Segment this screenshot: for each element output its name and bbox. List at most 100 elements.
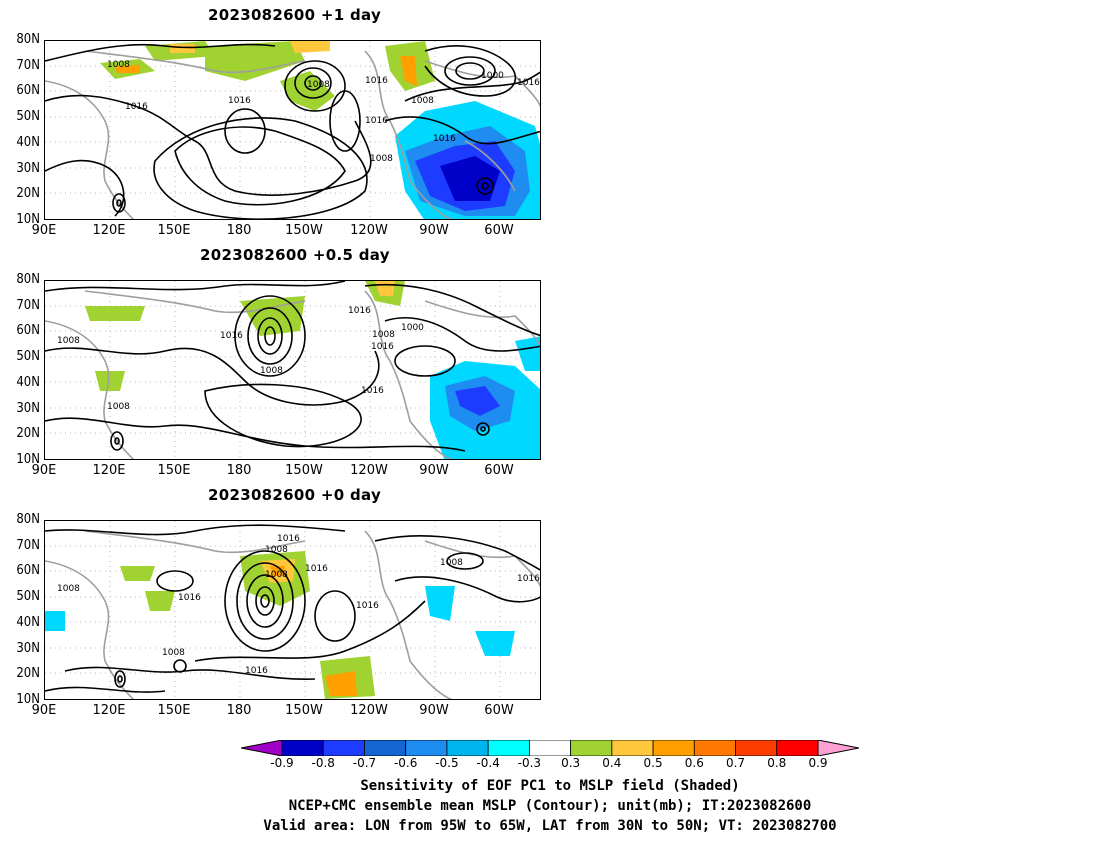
colorbar-swatch bbox=[611, 739, 654, 757]
lat-tick-label: 10N bbox=[16, 212, 40, 227]
map-panel-2: 1008 1016 1008 1016 1008 1000 1016 1016 … bbox=[44, 280, 541, 460]
contour-label: 1008 bbox=[260, 366, 283, 376]
lat-tick-label: 50N bbox=[16, 589, 40, 605]
contour-label: 1008 bbox=[57, 584, 80, 594]
lon-tick-label: 180 bbox=[226, 223, 252, 238]
colorbar-tick-label: -0.5 bbox=[435, 756, 459, 770]
contour-label: 1016 bbox=[220, 331, 243, 341]
lon-tick-label: 180 bbox=[226, 703, 252, 718]
colorbar-swatch bbox=[693, 739, 736, 757]
panel-title: 2023082600 +0.5 day bbox=[200, 246, 390, 264]
lon-tick-label: 150E bbox=[157, 703, 191, 718]
lon-tick-label: 150W bbox=[285, 223, 323, 238]
panel-title: 2023082600 +0 day bbox=[208, 486, 382, 504]
lat-tick-label: 10N bbox=[16, 692, 40, 707]
lat-tick-label: 40N bbox=[16, 374, 40, 390]
lat-tick-label: 20N bbox=[16, 666, 40, 682]
lat-tick-label: 70N bbox=[16, 297, 40, 313]
lon-tick-label: 90W bbox=[419, 223, 449, 238]
contour-label: 1008 bbox=[265, 570, 288, 580]
colorbar-swatch bbox=[364, 739, 407, 757]
contour-label: 1016 bbox=[371, 342, 394, 352]
lon-tick-label: 120W bbox=[350, 703, 388, 718]
colorbar-tick-label: -0.7 bbox=[352, 756, 377, 770]
colorbar-tick-label: -0.8 bbox=[311, 756, 335, 770]
lon-tick-label: 120W bbox=[350, 223, 388, 238]
lon-tick-label: 60W bbox=[484, 223, 514, 238]
colorbar-tick-label: 0.9 bbox=[808, 756, 828, 770]
colorbar-swatch bbox=[776, 739, 819, 757]
lat-tick-label: 50N bbox=[16, 109, 40, 125]
lat-tick-label: 30N bbox=[16, 640, 40, 656]
colorbar-swatch bbox=[570, 739, 613, 757]
lon-tick-label: 90E bbox=[31, 463, 57, 478]
colorbar-tick-label: 0.5 bbox=[643, 756, 663, 770]
contour-label: 1008 bbox=[411, 96, 434, 106]
mslp-contours bbox=[45, 43, 540, 219]
lon-tick-label: 90W bbox=[419, 703, 449, 718]
lon-tick-label: 90E bbox=[31, 223, 57, 238]
lon-tick-label: 150E bbox=[157, 463, 191, 478]
lon-tick-label: 180 bbox=[226, 463, 252, 478]
contour-label: 1016 bbox=[245, 666, 268, 676]
colorbar-tick-label: 0.8 bbox=[767, 756, 787, 770]
lat-tick-label: 80N bbox=[16, 32, 40, 47]
contour-label: 1016 bbox=[365, 116, 388, 126]
colorbar-tick-label: -0.6 bbox=[393, 756, 418, 770]
panel-title: 2023082600 +1 day bbox=[208, 6, 382, 24]
contour-label: 1016 bbox=[517, 574, 540, 584]
colorbar-swatch bbox=[322, 739, 365, 757]
colorbar-tick-label: 0.4 bbox=[602, 756, 622, 770]
contour-label: 1016 bbox=[305, 564, 328, 574]
contour-label: 1008 bbox=[372, 330, 395, 340]
colorbar-tick-label: 0.6 bbox=[684, 756, 704, 770]
lon-tick-label: 120W bbox=[350, 463, 388, 478]
contour-label: 1008 bbox=[440, 558, 463, 568]
colorbar-tick-label: 0.7 bbox=[725, 756, 746, 770]
contour-label: 1008 bbox=[265, 545, 288, 555]
lon-tick-label: 120E bbox=[92, 463, 126, 478]
contour-label: 1016 bbox=[178, 593, 201, 603]
lat-tick-label: 80N bbox=[16, 512, 40, 527]
contour-label: 1008 bbox=[162, 648, 185, 658]
lat-tick-label: 60N bbox=[16, 323, 40, 339]
lat-tick-label: 30N bbox=[16, 400, 40, 416]
map-plot: 1008 1016 1016 1008 1016 1008 1016 1008 … bbox=[45, 521, 540, 699]
contour-label: 1000 bbox=[481, 71, 504, 81]
lat-tick-label: 80N bbox=[16, 272, 40, 287]
contour-label: 1016 bbox=[361, 386, 384, 396]
contour-labels: 1008 1016 1016 1008 1016 1008 1000 1016 … bbox=[107, 60, 540, 164]
contour-label: 1008 bbox=[107, 402, 130, 412]
map-panel-3: 1008 1016 1016 1008 1016 1008 1016 1008 … bbox=[44, 520, 541, 700]
contour-label: 1016 bbox=[517, 78, 540, 88]
colorbar-swatch bbox=[446, 739, 489, 757]
contour-label: 1016 bbox=[228, 96, 251, 106]
map-panel-1: 1008 1016 1016 1008 1016 1008 1000 1016 … bbox=[44, 40, 541, 220]
lat-tick-label: 60N bbox=[16, 83, 40, 99]
lat-tick-label: 50N bbox=[16, 349, 40, 365]
sensitivity-shading bbox=[100, 41, 540, 219]
colorbar-swatch bbox=[487, 739, 530, 757]
colorbar-swatch bbox=[281, 739, 324, 757]
lat-tick-label: 70N bbox=[16, 537, 40, 553]
lon-tick-label: 150W bbox=[285, 703, 323, 718]
colorbar-tick-label: -0.4 bbox=[476, 756, 500, 770]
sensitivity-shading bbox=[85, 281, 540, 459]
contour-label: 1016 bbox=[277, 534, 300, 544]
contour-label: 1016 bbox=[433, 134, 456, 144]
mslp-contours bbox=[45, 281, 540, 452]
lon-tick-label: 120E bbox=[92, 223, 126, 238]
map-plot: 1008 1016 1008 1016 1008 1000 1016 1016 … bbox=[45, 281, 540, 459]
contour-label: 1008 bbox=[57, 336, 80, 346]
contour-label: 1008 bbox=[370, 154, 393, 164]
contour-labels: 1008 1016 1008 1016 1008 1000 1016 1016 … bbox=[57, 306, 424, 412]
colorbar bbox=[240, 739, 860, 757]
contour-label: 1016 bbox=[365, 76, 388, 86]
lon-tick-label: 90W bbox=[419, 463, 449, 478]
caption-line-3: Valid area: LON from 95W to 65W, LAT fro… bbox=[263, 818, 837, 834]
colorbar-min-arrow bbox=[240, 739, 283, 757]
colorbar-swatch bbox=[735, 739, 778, 757]
colorbar-swatch bbox=[405, 739, 448, 757]
lon-tick-label: 150E bbox=[157, 223, 191, 238]
colorbar-tick-label: -0.3 bbox=[517, 756, 542, 770]
